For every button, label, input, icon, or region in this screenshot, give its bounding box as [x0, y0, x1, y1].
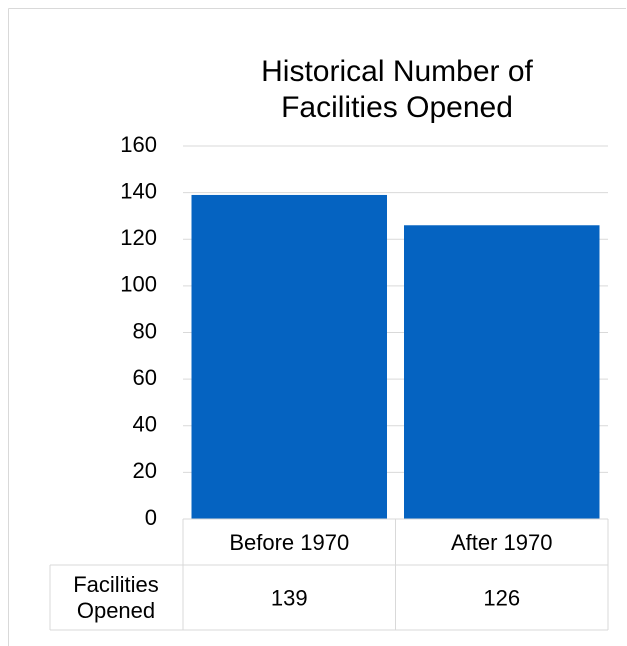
- series-name: Facilities Opened: [73, 572, 159, 623]
- table-value: 126: [483, 585, 520, 610]
- y-tick-label: 160: [120, 132, 157, 157]
- y-tick-label: 120: [120, 225, 157, 250]
- y-tick-label: 20: [133, 458, 157, 483]
- y-tick-label: 60: [133, 365, 157, 390]
- y-tick-label: 80: [133, 318, 157, 343]
- table-value: 139: [271, 585, 308, 610]
- x-tick-label: Before 1970: [229, 530, 349, 555]
- x-tick-label: After 1970: [451, 530, 553, 555]
- y-tick-label: 100: [120, 272, 157, 297]
- chart-title: Historical Number of Facilities Opened: [261, 55, 533, 124]
- y-tick-label: 40: [133, 412, 157, 437]
- table-row-label: Facilities Opened: [52, 567, 180, 629]
- bar: [191, 194, 387, 520]
- y-tick-label: 140: [120, 178, 157, 203]
- y-tick-label: 0: [145, 505, 157, 530]
- bar: [404, 225, 600, 519]
